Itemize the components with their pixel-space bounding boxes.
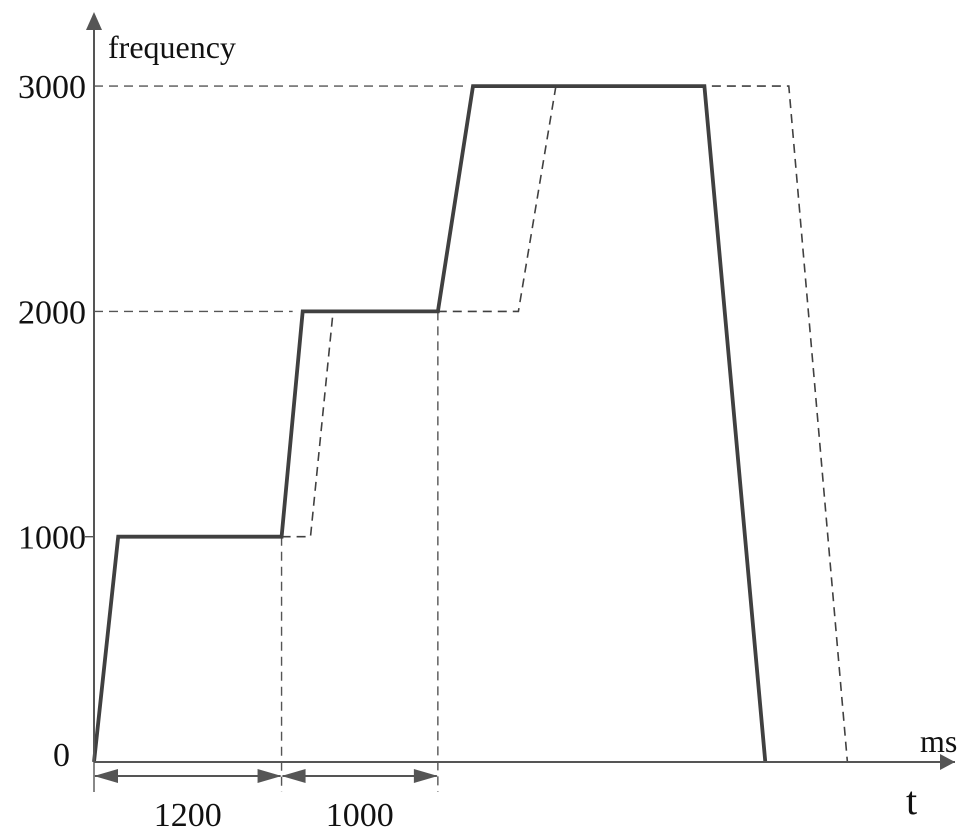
y-tick-label-0: 0 — [53, 737, 70, 774]
x-axis-arrow-icon — [940, 754, 955, 770]
y-axis-title: frequency — [108, 29, 236, 65]
reference-lines — [84, 85, 464, 792]
solid-series-line — [92, 84, 768, 763]
series-layer — [92, 84, 849, 763]
dashed-series-line — [93, 85, 849, 763]
y-tick-label-1000: 1000 — [18, 520, 86, 557]
x-axis-symbol: t — [906, 778, 917, 823]
dimension-arrow-left-icon — [281, 769, 306, 783]
y-tick-labels: 0 1000 2000 3000 — [18, 69, 86, 774]
dimension-annotations: 1200 1000 — [94, 769, 438, 834]
dimension-arrow-left-icon — [94, 769, 118, 783]
dimension-label-1200: 1200 — [154, 797, 222, 834]
y-axis-arrow-icon — [86, 12, 102, 30]
y-tick-label-2000: 2000 — [18, 294, 86, 331]
dimension-arrow-right-icon — [257, 769, 282, 783]
dimension-label-1000: 1000 — [326, 797, 394, 834]
dimension-arrow-right-icon — [413, 769, 438, 783]
x-axis-unit: ms — [920, 723, 957, 759]
y-tick-label-3000: 3000 — [18, 69, 86, 106]
